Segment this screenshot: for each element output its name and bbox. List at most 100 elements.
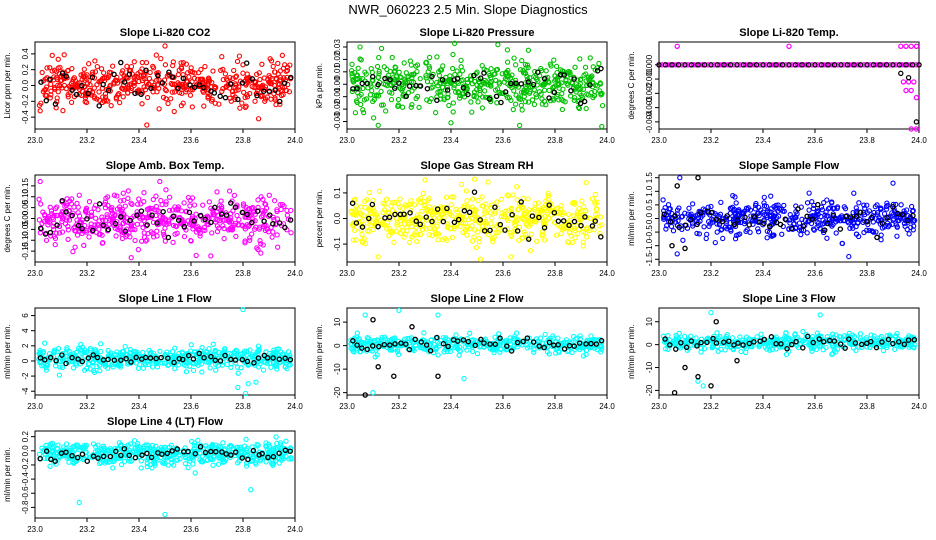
data-point [570, 80, 576, 87]
data-point [497, 335, 503, 341]
data-point [366, 228, 372, 235]
data-point [94, 81, 100, 88]
data-point [52, 363, 59, 369]
data-point [836, 334, 843, 340]
data-point [524, 345, 531, 351]
x-tick-label: 24.0 [599, 269, 615, 278]
data-point [48, 92, 54, 98]
data-point [267, 360, 273, 366]
x-tick-label: 24.0 [287, 136, 303, 145]
x-tick-label: 23.2 [79, 402, 95, 411]
data-point [913, 119, 920, 125]
data-point [761, 336, 768, 343]
x-tick-label: 23.0 [651, 402, 667, 411]
data-point [288, 230, 294, 236]
data-point [870, 62, 877, 68]
data-point [499, 210, 505, 216]
data-point [525, 196, 531, 202]
data-point [720, 235, 726, 242]
data-point [812, 62, 818, 68]
data-point [276, 359, 283, 366]
data-point [557, 206, 563, 212]
data-point [73, 349, 80, 356]
data-point [127, 217, 133, 224]
data-point [599, 102, 606, 109]
data-point [841, 204, 847, 210]
data-point [371, 211, 377, 217]
data-point [350, 237, 357, 243]
data-point [105, 226, 112, 233]
chart-panel: Slope Amb. Box Temp.-0.15-0.10-0.050.000… [3, 160, 303, 278]
y-tick-label: -0.4 [21, 472, 30, 486]
x-tick-label: 24.0 [287, 269, 303, 278]
data-point [138, 201, 144, 207]
data-point [143, 67, 149, 74]
data-point [163, 87, 169, 94]
data-point [579, 198, 585, 204]
data-point [539, 96, 545, 102]
data-point [368, 65, 374, 72]
data-point [496, 331, 502, 337]
data-point [180, 356, 186, 363]
x-tick-label: 23.4 [755, 269, 771, 278]
data-point [37, 225, 44, 232]
data-point [114, 206, 121, 212]
data-point [467, 330, 473, 336]
data-point [189, 195, 196, 201]
data-point [864, 210, 871, 216]
data-point [462, 220, 469, 227]
data-point [688, 216, 694, 223]
data-point [454, 338, 461, 344]
data-point [439, 211, 446, 218]
data-point [868, 338, 874, 345]
data-point [83, 227, 89, 234]
data-point [561, 346, 568, 352]
data-point [64, 201, 70, 207]
data-point [804, 213, 810, 220]
data-point [351, 349, 357, 355]
data-point [447, 226, 453, 232]
data-point [529, 97, 536, 103]
y-tick-label: -0.5 [645, 225, 654, 239]
data-point [752, 206, 759, 212]
x-tick-label: 23.2 [703, 136, 719, 145]
data-point [735, 340, 741, 346]
data-point [150, 230, 156, 237]
data-point [885, 336, 892, 343]
x-tick-label: 24.0 [911, 136, 927, 145]
data-point [92, 215, 99, 221]
data-point [218, 211, 225, 217]
data-point [237, 105, 243, 111]
data-point [477, 256, 484, 262]
data-point [913, 94, 920, 101]
data-point [192, 470, 198, 476]
data-point [398, 74, 404, 81]
data-point [806, 190, 812, 196]
data-point [64, 345, 70, 351]
data-point [281, 75, 287, 81]
data-point [370, 115, 377, 121]
data-point [696, 231, 702, 237]
data-point [406, 346, 413, 353]
data-point [389, 228, 395, 234]
data-point [392, 341, 398, 347]
data-point [724, 213, 730, 219]
data-point [220, 66, 226, 73]
data-point [264, 360, 270, 366]
data-point [868, 341, 875, 347]
data-point [63, 209, 69, 215]
data-point [512, 101, 519, 107]
data-point [504, 94, 510, 101]
data-point [255, 355, 262, 361]
data-point [497, 349, 503, 355]
data-point [843, 213, 849, 220]
data-point [165, 234, 172, 241]
data-point [401, 221, 408, 227]
x-tick-label: 23.8 [235, 402, 251, 411]
data-point [472, 212, 478, 219]
data-point [355, 65, 361, 71]
data-point [396, 351, 402, 358]
data-point [287, 356, 294, 363]
data-point [201, 103, 207, 109]
